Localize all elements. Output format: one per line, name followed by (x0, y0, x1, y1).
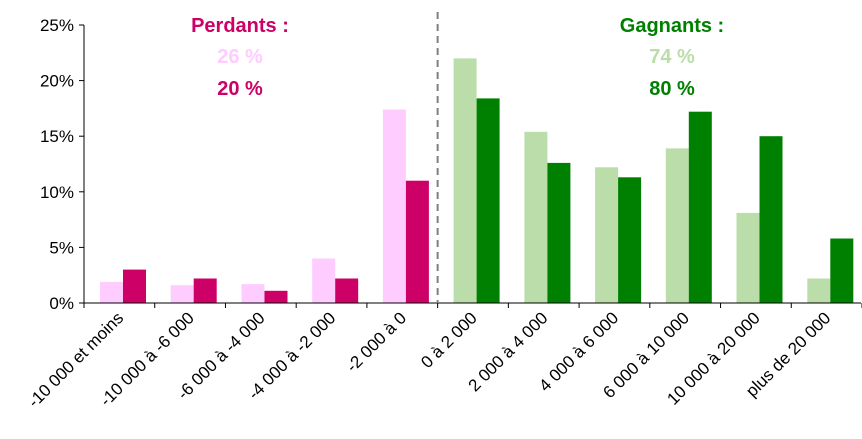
axes-layer (79, 12, 862, 308)
bar-dark-7 (618, 177, 642, 303)
y-tick-label-4: 20% (40, 72, 74, 91)
bar-dark-3 (335, 278, 359, 303)
winners-title: Gagnants : (620, 15, 724, 37)
y-tick-label-2: 10% (40, 183, 74, 202)
winners-share-2: 80 % (649, 78, 695, 100)
y-tick-label-3: 15% (40, 127, 74, 146)
bar-dark-5 (476, 98, 500, 304)
bar-dark-9 (759, 136, 783, 303)
losers-title: Perdants : (191, 15, 289, 37)
bar-dark-4 (405, 180, 429, 303)
y-tick-label-0: 0% (49, 294, 74, 313)
bar-light-0 (100, 281, 123, 303)
y-tick-label-5: 25% (40, 16, 74, 35)
losers-share-2: 20 % (217, 78, 263, 100)
ticks-layer: 0%5%10%15%20%25%-10 000 et moins-10 000 … (24, 16, 834, 411)
bar-dark-6 (547, 162, 571, 303)
bar-light-6 (524, 131, 548, 303)
bar-dark-2 (264, 290, 288, 303)
bar-light-10 (807, 278, 831, 303)
bar-light-7 (595, 167, 619, 303)
winners-share-1: 74 % (649, 46, 695, 68)
winners-annotation: Gagnants : 74 % 80 % (620, 15, 724, 100)
bars-layer (100, 58, 854, 304)
bar-light-1 (170, 285, 194, 303)
bar-dark-8 (688, 111, 712, 303)
bar-light-4 (382, 109, 406, 303)
bar-dark-1 (193, 278, 217, 303)
losers-share-1: 26 % (217, 46, 263, 68)
y-tick-label-1: 5% (49, 238, 74, 257)
x-tick-label-4: -2 000 à 0 (343, 308, 411, 376)
bar-dark-10 (830, 238, 854, 303)
bar-light-9 (736, 212, 760, 303)
x-tick-label-5: 0 à 2 000 (417, 308, 481, 372)
bar-dark-0 (123, 269, 146, 303)
bar-light-3 (312, 258, 336, 303)
bar-light-5 (453, 58, 477, 304)
bar-light-2 (241, 284, 265, 303)
bar-light-8 (665, 148, 689, 303)
losers-annotation: Perdants : 26 % 20 % (191, 15, 289, 100)
